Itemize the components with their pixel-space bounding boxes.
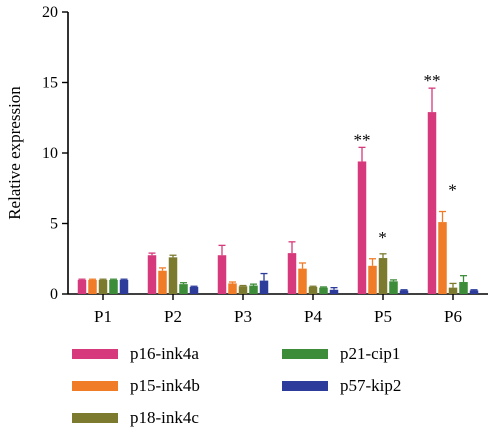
bar-p21-cip1-P4 bbox=[319, 287, 328, 294]
bar-p15-ink4b-P2 bbox=[158, 270, 167, 294]
bar-p57-kip2-P4 bbox=[329, 289, 339, 294]
y-tick-label: 15 bbox=[42, 75, 58, 92]
x-tick-label: P2 bbox=[164, 307, 182, 326]
y-tick-label: 20 bbox=[42, 4, 58, 21]
bar-p15-ink4b-P5 bbox=[368, 265, 377, 294]
significance-marker: ** bbox=[424, 71, 441, 90]
bar-p18-ink4c-P3 bbox=[238, 286, 248, 294]
bar-p21-cip1-P1 bbox=[109, 279, 118, 294]
legend-swatch-p16-ink4a bbox=[72, 349, 118, 359]
bar-p57-kip2-P1 bbox=[119, 279, 129, 294]
legend-swatch-p57-kip2 bbox=[282, 381, 328, 391]
legend-label-p57-kip2: p57-kip2 bbox=[340, 376, 401, 395]
bar-p15-ink4b-P4 bbox=[298, 268, 307, 294]
annotations: ****** bbox=[354, 71, 457, 247]
bars bbox=[77, 87, 479, 294]
bar-p57-kip2-P6 bbox=[469, 290, 479, 294]
bar-p16-ink4a-P2 bbox=[147, 255, 157, 294]
significance-marker: * bbox=[448, 181, 457, 200]
x-tick-label: P3 bbox=[234, 307, 252, 326]
bar-p16-ink4a-P3 bbox=[217, 255, 227, 294]
bar-p18-ink4c-P4 bbox=[308, 286, 318, 294]
legend-swatch-p15-ink4b bbox=[72, 381, 118, 391]
bar-p16-ink4a-P4 bbox=[287, 253, 297, 294]
axes: 0 5 10 15 20 Relative expression P1 P2 P3 P4 P5 P6 bbox=[5, 4, 488, 326]
bar-p16-ink4a-P6 bbox=[427, 112, 437, 294]
x-tick-label: P6 bbox=[444, 307, 462, 326]
bar-p57-kip2-P3 bbox=[259, 280, 269, 294]
bar-p16-ink4a-P1 bbox=[77, 279, 87, 294]
legend-swatch-p18-ink4c bbox=[72, 413, 118, 423]
bar-p21-cip1-P5 bbox=[389, 281, 398, 294]
bar-p15-ink4b-P3 bbox=[228, 283, 237, 294]
x-tick-label: P1 bbox=[94, 307, 112, 326]
bar-p16-ink4a-P5 bbox=[357, 161, 367, 294]
significance-marker: * bbox=[378, 228, 387, 247]
legend: p16-ink4a p15-ink4b p18-ink4c p21-cip1 p57-k… bbox=[72, 344, 401, 427]
x-tick-label: P5 bbox=[374, 307, 392, 326]
bar-p15-ink4b-P1 bbox=[88, 279, 97, 294]
bar-p18-ink4c-P6 bbox=[448, 287, 458, 294]
legend-label-p21-cip1: p21-cip1 bbox=[340, 344, 400, 363]
legend-label-p18-ink4c: p18-ink4c bbox=[130, 408, 199, 427]
y-tick-label: 5 bbox=[50, 216, 58, 233]
legend-swatch-p21-cip1 bbox=[282, 349, 328, 359]
bar-p15-ink4b-P6 bbox=[438, 222, 447, 294]
y-axis-label: Relative expression bbox=[5, 86, 24, 220]
y-tick-label: 0 bbox=[50, 286, 58, 303]
y-tick-label: 10 bbox=[42, 145, 58, 162]
bar-p18-ink4c-P1 bbox=[98, 279, 108, 294]
legend-label-p16-ink4a: p16-ink4a bbox=[130, 344, 199, 363]
bar-p21-cip1-P2 bbox=[179, 284, 188, 294]
legend-label-p15-ink4b: p15-ink4b bbox=[130, 376, 200, 395]
bar-p57-kip2-P5 bbox=[399, 290, 409, 294]
bar-p21-cip1-P3 bbox=[249, 285, 258, 294]
bar-p57-kip2-P2 bbox=[189, 286, 199, 294]
significance-marker: ** bbox=[354, 130, 371, 149]
bar-p18-ink4c-P5 bbox=[378, 258, 388, 294]
bar-p21-cip1-P6 bbox=[459, 282, 468, 294]
x-tick-label: P4 bbox=[304, 307, 322, 326]
bar-p18-ink4c-P2 bbox=[168, 257, 178, 294]
